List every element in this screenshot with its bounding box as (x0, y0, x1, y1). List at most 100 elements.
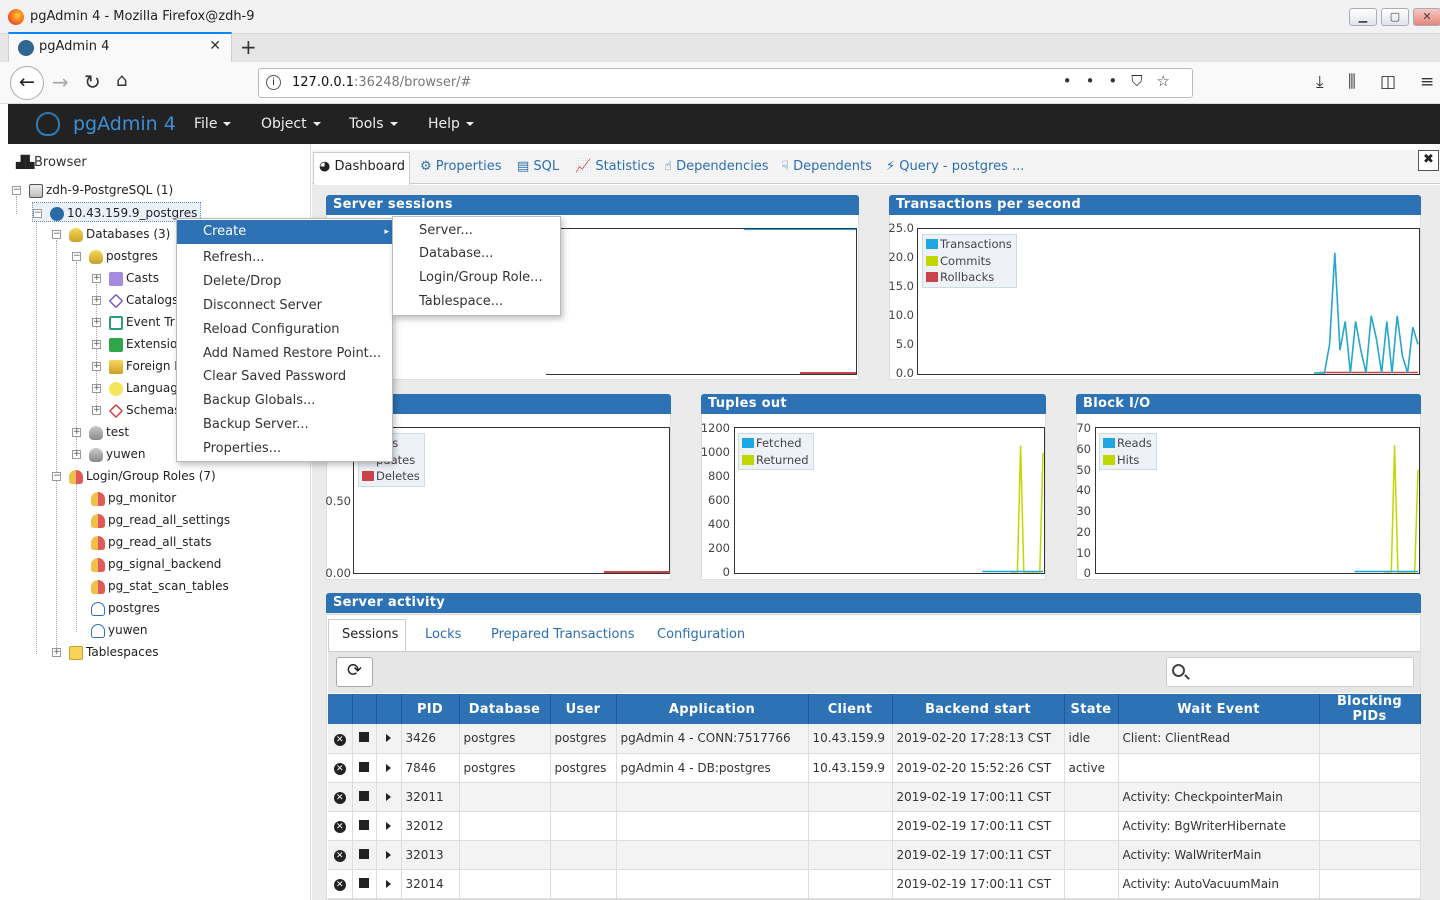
tree-role[interactable]: pg_read_all_settings (91, 510, 230, 530)
table-row[interactable]: ✕ 7846 postgres postgres pgAdmin 4 - DB:post… (328, 753, 1421, 783)
close-tab-icon[interactable]: ✕ (209, 38, 221, 54)
tree-languages[interactable]: + Languag (92, 381, 178, 396)
terminate-cell[interactable] (352, 753, 377, 783)
terminate-cell[interactable] (352, 811, 377, 841)
url-bar[interactable]: i 127.0.0.1:36248/browser/# •••⛉☆ (258, 68, 1193, 98)
terminate-session-icon[interactable] (359, 848, 369, 859)
context-menu-item[interactable]: Refresh... (203, 250, 265, 265)
context-menu-create[interactable]: Create ▸ (177, 220, 394, 244)
cancel-cell[interactable]: ✕ (328, 869, 353, 899)
menu-object[interactable]: Object (261, 116, 321, 132)
tab-statistics[interactable]: 📈 Statistics (575, 159, 655, 174)
home-button[interactable]: ⌂ (116, 70, 128, 91)
cancel-cell[interactable]: ✕ (328, 782, 353, 812)
tree-role[interactable]: postgres (91, 598, 160, 618)
tab-sessions[interactable]: Sessions (342, 627, 399, 642)
expand-cell[interactable] (376, 753, 402, 783)
table-row[interactable]: ✕ 3426 postgres postgres pgAdmin 4 - CONN:75… (328, 724, 1421, 754)
tab-prepared-transactions[interactable]: Prepared Transactions (491, 627, 635, 642)
column-header[interactable]: Database (459, 694, 551, 724)
menu-icon[interactable]: ≡ (1420, 72, 1435, 92)
context-menu-item[interactable]: Clear Saved Password (203, 369, 347, 384)
tree-role[interactable]: pg_signal_backend (91, 554, 221, 574)
downloads-icon[interactable]: ⤓ (1316, 72, 1324, 92)
tree-schemas[interactable]: + Schemas (92, 403, 181, 418)
table-row[interactable]: ✕ 32012 2019-02-19 17:00:11 CST Activity: B… (328, 811, 1421, 841)
close-panel-icon[interactable]: ✖ (1418, 150, 1439, 171)
cancel-cell[interactable]: ✕ (328, 724, 353, 754)
expand-cell[interactable] (376, 811, 402, 841)
cancel-cell[interactable]: ✕ (328, 840, 353, 870)
submenu-item[interactable]: Tablespace... (419, 294, 504, 309)
cancel-cell[interactable]: ✕ (328, 753, 353, 783)
submenu-item[interactable]: Login/Group Role... (419, 270, 543, 285)
column-header[interactable]: Wait Event (1118, 694, 1320, 724)
tree-event-triggers[interactable]: + Event Tr (92, 315, 175, 330)
context-menu-item[interactable]: Disconnect Server (203, 298, 322, 313)
terminate-session-icon[interactable] (359, 790, 369, 801)
cancel-cell[interactable]: ✕ (328, 811, 353, 841)
context-menu-item[interactable]: Backup Server... (203, 417, 309, 432)
tree-role[interactable]: pg_read_all_stats (91, 532, 212, 552)
terminate-session-icon[interactable] (359, 819, 369, 830)
column-header[interactable]: Blocking PIDs (1319, 694, 1421, 724)
menu-help[interactable]: Help (428, 116, 474, 132)
expand-row-icon[interactable] (386, 763, 391, 772)
terminate-session-icon[interactable] (359, 761, 369, 772)
cancel-query-icon[interactable]: ✕ (333, 763, 346, 775)
tree-login-roles[interactable]: − Login/Group Roles (7) (52, 469, 216, 484)
column-header[interactable]: Backend start (892, 694, 1065, 724)
tree-server[interactable]: −10.43.159.9_postgres (32, 202, 202, 222)
refresh-button[interactable]: ⟳ (336, 657, 373, 687)
tree-server-group[interactable]: − zdh-9-PostgreSQL (1) (12, 183, 174, 198)
tab-properties[interactable]: ⚙ Properties (420, 159, 502, 174)
browser-tab[interactable]: pgAdmin 4 ✕ (8, 32, 232, 62)
submenu-item[interactable]: Server... (419, 223, 473, 238)
minimize-button[interactable]: ▁ (1349, 8, 1377, 26)
column-header[interactable]: PID (401, 694, 460, 724)
tree-extensions[interactable]: + Extensio (92, 337, 178, 352)
tab-sql[interactable]: ▤ SQL (517, 159, 559, 174)
reload-button[interactable]: ↻ (84, 70, 101, 94)
menu-file[interactable]: File (194, 116, 232, 132)
back-button[interactable]: ← (10, 66, 44, 100)
terminate-cell[interactable] (352, 869, 377, 899)
context-menu-item[interactable]: Reload Configuration (203, 322, 340, 337)
tab-dependents[interactable]: ☟ Dependents (781, 159, 872, 174)
cancel-query-icon[interactable]: ✕ (333, 850, 346, 862)
cancel-query-icon[interactable]: ✕ (333, 821, 346, 833)
expand-cell[interactable] (376, 869, 402, 899)
cancel-query-icon[interactable]: ✕ (333, 792, 346, 804)
context-menu-item[interactable]: Backup Globals... (203, 393, 316, 408)
expand-cell[interactable] (376, 724, 402, 754)
cancel-query-icon[interactable]: ✕ (333, 879, 346, 891)
close-window-button[interactable]: ✕ (1413, 8, 1440, 26)
column-header[interactable]: State (1064, 694, 1119, 724)
app-name[interactable]: pgAdmin 4 (73, 113, 176, 135)
expand-cell[interactable] (376, 782, 402, 812)
tree-tablespaces[interactable]: + Tablespaces (52, 645, 159, 660)
forward-button[interactable]: → (52, 70, 69, 94)
tab-locks[interactable]: Locks (425, 627, 462, 642)
tab-dashboard[interactable]: ◕ Dashboard (319, 159, 405, 174)
cancel-query-icon[interactable]: ✕ (333, 733, 346, 746)
site-info-icon[interactable]: i (266, 75, 281, 90)
tree-db-test[interactable]: + test (72, 425, 130, 440)
menu-tools[interactable]: Tools (349, 116, 398, 132)
table-row[interactable]: ✕ 32014 2019-02-19 17:00:11 CST Activity: A… (328, 869, 1421, 899)
tree-role[interactable]: pg_monitor (91, 488, 176, 508)
expand-row-icon[interactable] (386, 850, 391, 859)
tab-dependencies[interactable]: ☝ Dependencies (664, 159, 769, 174)
column-header[interactable]: User (550, 694, 617, 724)
new-tab-button[interactable]: + (240, 35, 257, 59)
expand-cell[interactable] (376, 840, 402, 870)
sessions-search-input[interactable] (1166, 657, 1414, 687)
context-menu-item[interactable]: Delete/Drop (203, 274, 282, 289)
terminate-session-icon[interactable] (359, 732, 369, 743)
tree-foreign-data-wrappers[interactable]: + Foreign I (92, 359, 178, 374)
page-actions-icon[interactable]: ••• (1062, 72, 1132, 90)
column-header[interactable]: Application (616, 694, 809, 724)
column-header[interactable]: Client (808, 694, 893, 724)
tree-catalogs[interactable]: + Catalogs (92, 293, 179, 308)
library-icon[interactable]: ⫼ (1348, 72, 1356, 92)
